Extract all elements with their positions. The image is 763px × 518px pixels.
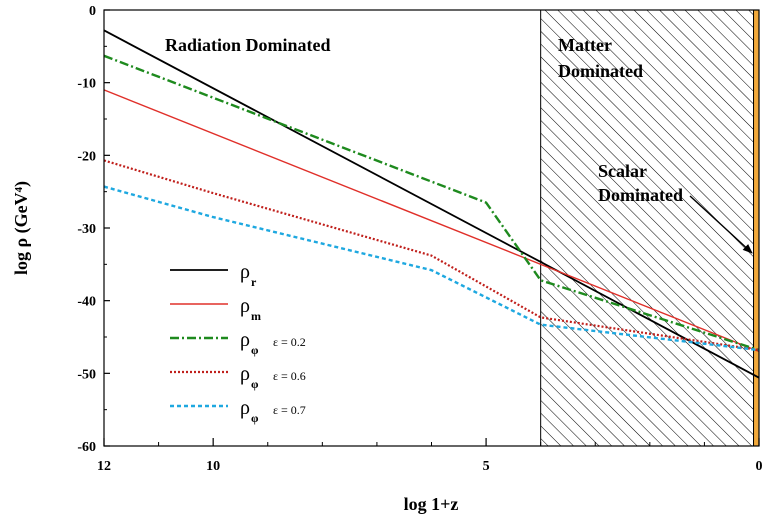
series-line-rho-phi-06 xyxy=(104,159,759,352)
legend-subscript: φ xyxy=(251,343,259,357)
scalar-dominated-label-line2: Dominated xyxy=(598,185,683,205)
x-tick-label: 5 xyxy=(483,459,490,474)
series-line-rho-m xyxy=(104,89,759,353)
legend-symbol: ρ xyxy=(240,261,250,283)
radiation-dominated-label: Radiation Dominated xyxy=(165,35,331,55)
legend-epsilon-label: ε = 0.2 xyxy=(273,335,306,349)
x-tick-label: 10 xyxy=(206,459,220,474)
x-tick-label: 12 xyxy=(97,459,111,474)
y-tick-label: -20 xyxy=(77,149,96,164)
y-axis-title: log ρ (GeV⁴) xyxy=(11,181,32,275)
legend-symbol: ρ xyxy=(240,363,250,385)
y-tick-label: -50 xyxy=(77,367,96,382)
series-line-rho-r xyxy=(104,29,759,379)
region-matter xyxy=(540,9,755,447)
legend-subscript: m xyxy=(251,309,261,323)
matter-dominated-label-line1: Matter xyxy=(558,35,612,55)
legend-subscript: r xyxy=(251,275,257,289)
legend-symbol: ρ xyxy=(240,329,250,351)
region-scalar xyxy=(753,9,760,447)
legend-epsilon-label: ε = 0.6 xyxy=(273,369,306,383)
legend-subscript: φ xyxy=(251,411,259,425)
y-tick-label: -30 xyxy=(77,222,96,237)
legend-symbol: ρ xyxy=(240,397,250,419)
annotations: Radiation Dominated Matter Dominated Sca… xyxy=(165,35,753,254)
scalar-dominated-label-line1: Scalar xyxy=(598,161,647,181)
y-tick-label: -40 xyxy=(77,295,96,310)
series-line-rho-phi-07 xyxy=(104,185,759,352)
x-axis-title: log 1+z xyxy=(404,494,459,514)
matter-dominated-label-line2: Dominated xyxy=(558,61,643,81)
series-layer xyxy=(104,29,759,379)
legend-subscript: φ xyxy=(251,377,259,391)
legend-epsilon-label: ε = 0.7 xyxy=(273,403,306,417)
x-tick-label: 0 xyxy=(756,459,763,474)
series-line-rho-phi-02 xyxy=(104,54,759,352)
legend: ρ rρ mρ φε = 0.2ρ φε = 0.6ρ φε = 0.7 xyxy=(170,261,306,425)
legend-symbol: ρ xyxy=(240,295,250,317)
y-tick-label: -10 xyxy=(77,77,96,92)
y-tick-label: -60 xyxy=(77,440,96,455)
scalar-region-arrow xyxy=(689,195,753,254)
y-tick-label: 0 xyxy=(89,4,96,19)
